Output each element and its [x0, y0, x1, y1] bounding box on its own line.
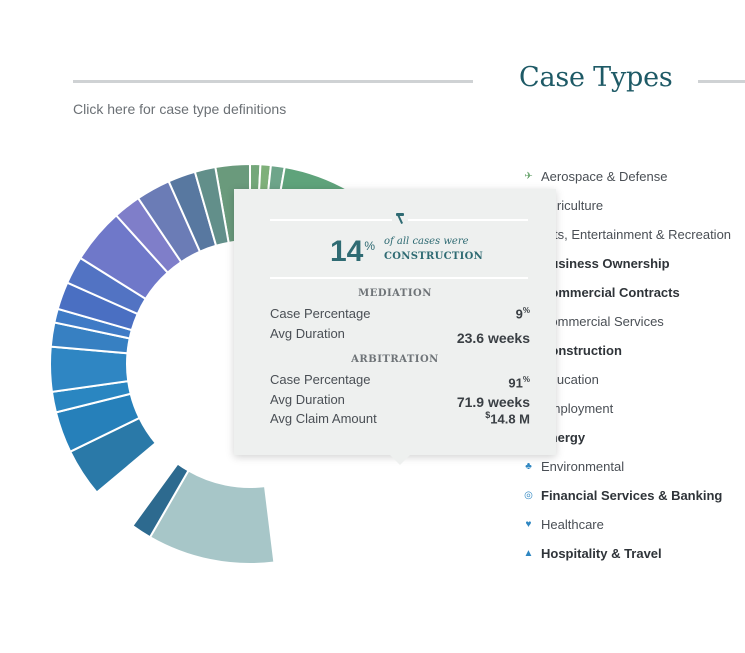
legend-item-label: Commercial Contracts [541, 285, 680, 300]
coins-icon: ◎ [524, 489, 533, 501]
mediation-case-percentage-label: Case Percentage [270, 306, 371, 322]
tooltip-pointer [390, 455, 410, 465]
tooltip-percent-sign: % [364, 239, 376, 253]
arbitration-avg-claim-label: Avg Claim Amount [270, 411, 377, 427]
tooltip-caption: of all cases were [384, 236, 469, 247]
mediation-case-percentage-value: 9% [515, 306, 530, 322]
tooltip-category: CONSTRUCTION [384, 251, 484, 262]
arbitration-avg-claim-row: Avg Claim Amount $14.8 M [270, 410, 530, 426]
heartbeat-icon: ♥ [525, 518, 532, 530]
arbitration-case-percentage-row: Case Percentage 91% [270, 372, 530, 391]
donut-slice[interactable] [131, 462, 190, 539]
legend-item[interactable]: ♥ Healthcare [522, 510, 731, 539]
title-rule-right [698, 80, 745, 83]
legend-item[interactable]: ✈ Aerospace & Defense [522, 162, 731, 191]
legend-item-label: Business Ownership [541, 256, 670, 271]
arbitration-heading: ARBITRATION [351, 354, 439, 365]
arbitration-avg-claim-value: $14.8 M [485, 410, 530, 427]
legend-item-label: Arts, Entertainment & Recreation [541, 227, 732, 242]
mediation-heading: MEDIATION [358, 288, 432, 299]
cloche-icon: ▲ [523, 547, 534, 559]
donut-slice[interactable] [193, 165, 230, 248]
section-title: Case Types [519, 62, 673, 93]
tree-icon: ♣ [525, 460, 532, 472]
legend-item-label: Hospitality & Travel [541, 546, 662, 561]
legend-item-label: Healthcare [541, 517, 604, 532]
arbitration-avg-duration-label: Avg Duration [270, 392, 345, 407]
tooltip-percent-value: 14 [330, 235, 364, 268]
mediation-avg-duration-value: 23.6 weeks [456, 330, 530, 346]
legend-item-label: Employment [541, 401, 614, 416]
tooltip-percent: 14% [330, 235, 375, 269]
arbitration-case-percentage-value: 91% [508, 375, 530, 391]
case-type-tooltip: 14% of all cases were CONSTRUCTION MEDIA… [234, 189, 556, 455]
mediation-avg-duration-row: Avg Duration 23.6 weeks [270, 325, 530, 346]
legend-item[interactable]: ◎ Financial Services & Banking [522, 481, 731, 510]
legend-item-label: Commercial Services [541, 314, 664, 329]
legend-item[interactable]: ▲ Hospitality & Travel [522, 539, 731, 568]
tooltip-divider-bottom [270, 277, 528, 279]
arbitration-avg-duration-row: Avg Duration 71.9 weeks [270, 391, 530, 410]
arbitration-case-percentage-label: Case Percentage [270, 372, 371, 388]
arbitration-avg-duration-value: 71.9 weeks [456, 394, 530, 410]
legend-item-label: Aerospace & Defense [541, 169, 668, 184]
legend-item-label: Environmental [541, 459, 625, 474]
legend-item-label: Financial Services & Banking [541, 488, 723, 503]
mediation-case-percentage-row: Case Percentage 9% [270, 306, 530, 321]
airplane-icon: ✈ [524, 170, 533, 182]
legend-item-label: Agriculture [541, 198, 604, 213]
legend-item[interactable]: ♣ Environmental [522, 452, 731, 481]
legend-item-label: Construction [541, 343, 622, 358]
case-type-definitions-link[interactable]: Click here for case type definitions [73, 101, 287, 117]
mediation-avg-duration-label: Avg Duration [270, 326, 345, 341]
hammer-icon [392, 211, 408, 225]
title-rule-left [73, 80, 473, 83]
